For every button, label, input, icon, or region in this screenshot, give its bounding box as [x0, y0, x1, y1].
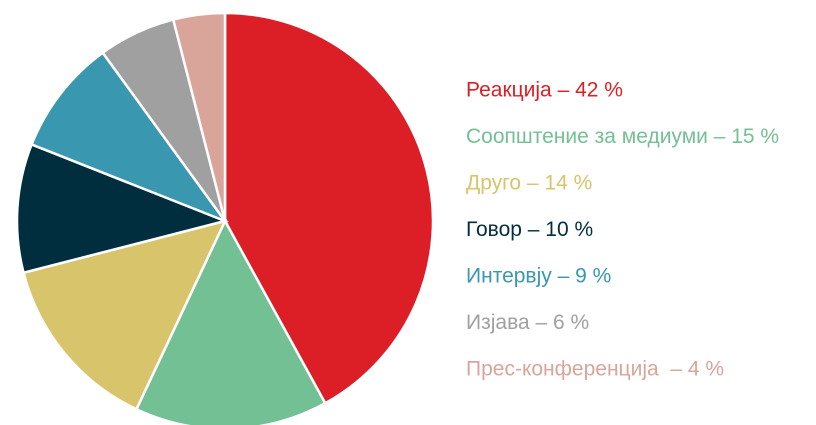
legend-label: Изјава – 6 % [466, 311, 589, 334]
legend-label: Друго – 14 % [466, 172, 592, 195]
pie-slice [171, 11, 227, 222]
pie-slice [22, 219, 228, 411]
pie-slice [15, 142, 230, 275]
legend-label: Соопштение за медиуми – 15 % [466, 125, 779, 148]
pie-slice [134, 218, 327, 425]
legend-label: Говор – 10 % [466, 218, 593, 241]
pie-slice [29, 50, 229, 224]
pie-slice [223, 11, 435, 405]
legend-label: Прес-конференција – 4 % [466, 358, 724, 381]
legend-label: Интервју – 9 % [466, 265, 611, 288]
legend-label: Реакција – 42 % [466, 79, 623, 102]
